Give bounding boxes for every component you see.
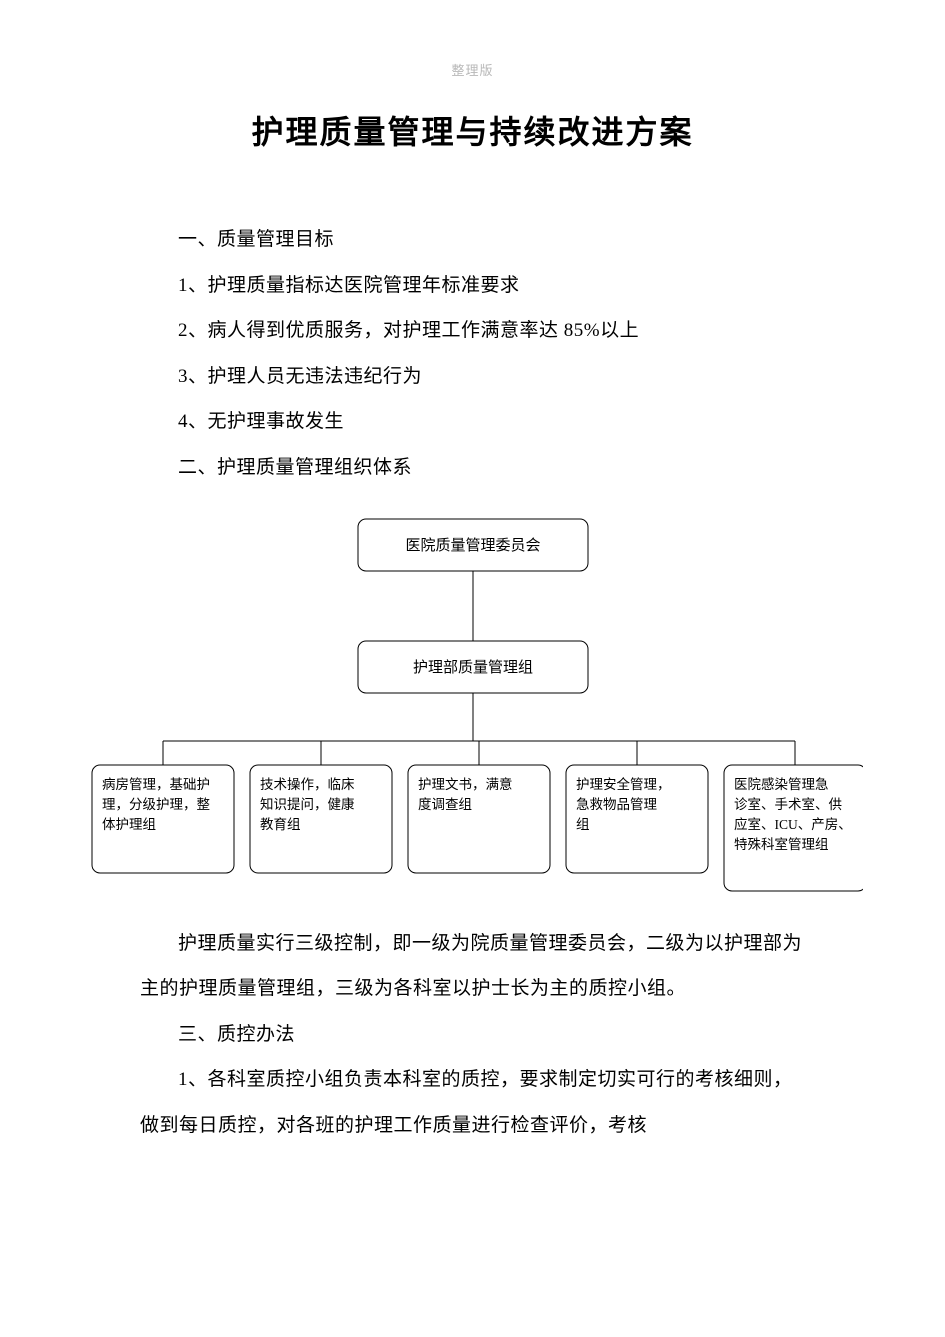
document-title: 护理质量管理与持续改进方案: [0, 107, 945, 153]
section-3-heading: 三、质控办法: [140, 1012, 805, 1058]
org-node-leaf-label: 应室、ICU、产房、: [734, 816, 852, 832]
section-1-item-2: 2、病人得到优质服务，对护理工作满意率达 85%以上: [140, 308, 805, 354]
org-node-top-label: 医院质量管理委员会: [405, 536, 540, 554]
section-1-item-3: 3、护理人员无违法违纪行为: [140, 354, 805, 400]
org-chart: 医院质量管理委员会护理部质量管理组病房管理，基础护理，分级护理，整体护理组 技术操…: [0, 509, 945, 899]
org-node-leaf-label: 病房管理，基础护: [102, 776, 210, 792]
section-1-item-1: 1、护理质量指标达医院管理年标准要求: [140, 263, 805, 309]
org-node-leaf-label: 体护理组: [102, 817, 156, 832]
org-chart-svg: 医院质量管理委员会护理部质量管理组病房管理，基础护理，分级护理，整体护理组 技术操…: [83, 509, 863, 899]
org-node-leaf-label: 理，分级护理，整: [102, 797, 210, 812]
org-node-leaf-label: 特殊科室管理组: [734, 836, 829, 852]
org-node-leaf-label: 知识提问，健康: [260, 796, 355, 812]
document-body: 一、质量管理目标 1、护理质量指标达医院管理年标准要求 2、病人得到优质服务，对…: [0, 217, 945, 491]
org-node-leaf-label: 护理安全管理，: [576, 776, 671, 792]
org-node-mid-label: 护理部质量管理组: [412, 659, 532, 676]
org-node-leaf-label: 组: [576, 817, 590, 832]
org-node-leaf-label: 技术操作，临床: [260, 777, 355, 792]
org-node-leaf-label: 护理文书，满意: [418, 776, 513, 792]
para-three-level: 护理质量实行三级控制，即一级为院质量管理委员会，二级为以护理部为主的护理质量管理…: [140, 921, 805, 1012]
section-1-heading: 一、质量管理目标: [140, 217, 805, 263]
document-body-2: 护理质量实行三级控制，即一级为院质量管理委员会，二级为以护理部为主的护理质量管理…: [0, 921, 945, 1149]
watermark-text: 整理版: [0, 60, 945, 79]
org-node-leaf-label: 急救物品管理: [576, 797, 657, 812]
org-node-leaf-label: 度调查组: [418, 797, 472, 812]
section-1-item-4: 4、无护理事故发生: [140, 399, 805, 445]
org-node-leaf-label: 医院感染管理急: [734, 776, 829, 792]
org-node-leaf-label: 教育组: [260, 817, 301, 832]
org-node-leaf-label: 诊室、手术室、供: [734, 796, 842, 812]
section-3-item-1: 1、各科室质控小组负责本科室的质控，要求制定切实可行的考核细则，做到每日质控，对…: [140, 1057, 805, 1148]
section-2-heading: 二、护理质量管理组织体系: [140, 445, 805, 491]
